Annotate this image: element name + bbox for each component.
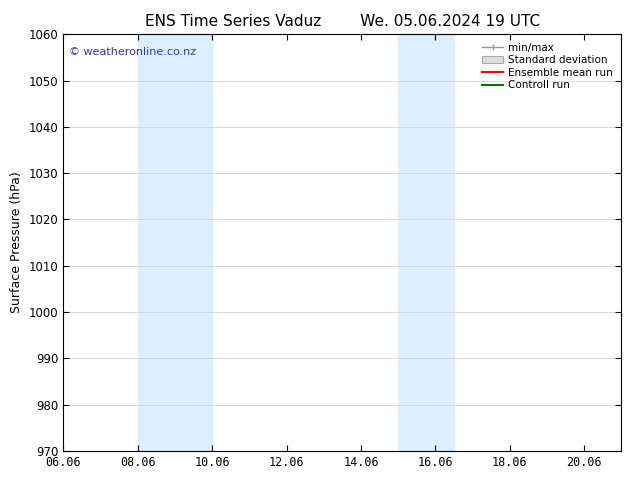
Y-axis label: Surface Pressure (hPa): Surface Pressure (hPa) bbox=[10, 172, 23, 314]
Legend: min/max, Standard deviation, Ensemble mean run, Controll run: min/max, Standard deviation, Ensemble me… bbox=[479, 40, 616, 94]
Text: © weatheronline.co.nz: © weatheronline.co.nz bbox=[69, 47, 196, 57]
Title: ENS Time Series Vaduz        We. 05.06.2024 19 UTC: ENS Time Series Vaduz We. 05.06.2024 19 … bbox=[145, 14, 540, 29]
Bar bbox=[398, 34, 454, 451]
Bar bbox=[138, 34, 212, 451]
